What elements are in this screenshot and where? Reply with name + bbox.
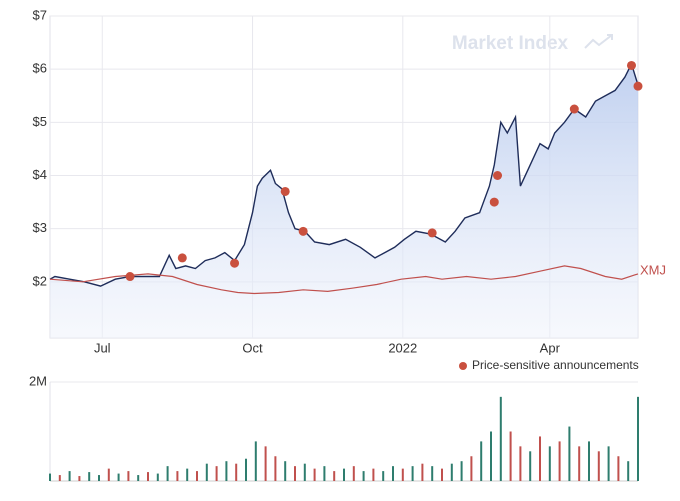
volume-bar <box>460 461 463 481</box>
volume-bar <box>480 441 483 481</box>
volume-bar <box>627 461 630 481</box>
volume-bar <box>98 475 100 481</box>
volume-bar <box>490 431 492 481</box>
y-tick-label: $4 <box>33 167 47 182</box>
volume-bar <box>607 446 610 481</box>
legend-marker <box>459 362 467 370</box>
announcement-dot <box>493 171 503 180</box>
volume-bar <box>617 456 620 481</box>
volume-bar <box>548 446 551 481</box>
volume-bar <box>529 451 532 481</box>
volume-bar <box>323 466 326 481</box>
y-tick-label: $3 <box>33 220 47 235</box>
volume-bar <box>588 441 590 481</box>
volume-bar <box>392 466 394 481</box>
x-tick-label: Jul <box>94 340 111 355</box>
volume-bar <box>343 468 345 481</box>
volume-bar <box>196 471 198 481</box>
announcement-dot <box>280 186 290 196</box>
volume-bar <box>411 466 414 481</box>
volume-bar <box>509 431 512 481</box>
volume-bar <box>578 446 581 481</box>
volume-bar <box>58 475 61 481</box>
y-tick-label: 2M <box>29 373 47 388</box>
volume-bar <box>441 468 443 481</box>
y-tick-label: $6 <box>33 61 47 76</box>
volume-bar <box>127 471 130 481</box>
announcement-dot <box>489 197 499 207</box>
volume-bar <box>382 471 385 481</box>
announcement-dot <box>125 272 135 282</box>
volume-bar <box>225 461 228 481</box>
announcement-dot <box>298 226 308 236</box>
volume-bar <box>401 468 404 481</box>
volume-bar <box>176 471 179 481</box>
announcement-dot <box>569 104 579 114</box>
x-tick-label: Oct <box>242 340 263 355</box>
volume-bar <box>147 472 149 481</box>
volume-bar <box>78 476 81 481</box>
volume-bar <box>637 396 639 481</box>
volume-bar <box>254 441 257 481</box>
volume-bar <box>519 446 522 481</box>
line <box>49 62 639 287</box>
volume-bar <box>166 466 169 481</box>
price-area <box>50 63 638 339</box>
volume-bar <box>313 468 316 481</box>
y-tick-label: $2 <box>33 273 47 288</box>
line <box>49 265 639 295</box>
volume-bar <box>431 466 434 481</box>
volume-bar <box>303 463 306 481</box>
legend-label: Price-sensitive announcements <box>472 358 639 372</box>
announcement-dot <box>177 253 187 263</box>
watermark: Market Index <box>452 33 569 54</box>
volume-bar <box>274 456 277 481</box>
volume-bar <box>558 441 561 481</box>
volume-bar <box>156 473 159 481</box>
volume-bar <box>352 466 355 481</box>
x-tick-label: 2022 <box>388 340 417 355</box>
volume-bar <box>235 463 238 481</box>
volume-bar <box>117 473 120 481</box>
volume-bar <box>597 451 600 481</box>
volume-bar <box>137 475 140 481</box>
volume-bar <box>215 466 218 481</box>
y-tick-label: $5 <box>33 114 47 129</box>
volume-bar <box>264 446 267 481</box>
announcement-dot <box>230 258 240 268</box>
volume-bar <box>333 471 336 481</box>
volume-bar <box>539 436 541 481</box>
volume-bar <box>294 466 296 481</box>
volume-bar <box>107 468 110 481</box>
volume-bar <box>245 458 247 481</box>
volume-bar <box>568 426 571 481</box>
announcement-dot <box>633 81 643 91</box>
volume-bar <box>421 463 424 481</box>
series-label: XMJ <box>640 262 666 277</box>
volume-bar <box>499 396 502 481</box>
announcement-dot <box>427 228 437 238</box>
watermark-icon <box>584 34 613 49</box>
volume-bar <box>362 471 365 481</box>
volume-bar <box>372 468 375 481</box>
volume-bar <box>470 456 473 481</box>
announcement-dot <box>626 60 636 70</box>
volume-bar <box>205 463 208 481</box>
x-tick-label: Apr <box>540 340 561 355</box>
volume-bar <box>68 471 71 481</box>
y-tick-label: $7 <box>33 7 47 22</box>
volume-bar <box>49 473 51 481</box>
volume-bar <box>88 472 91 481</box>
volume-bar <box>450 463 453 481</box>
volume-bar <box>284 461 287 481</box>
volume-bar <box>186 468 189 481</box>
